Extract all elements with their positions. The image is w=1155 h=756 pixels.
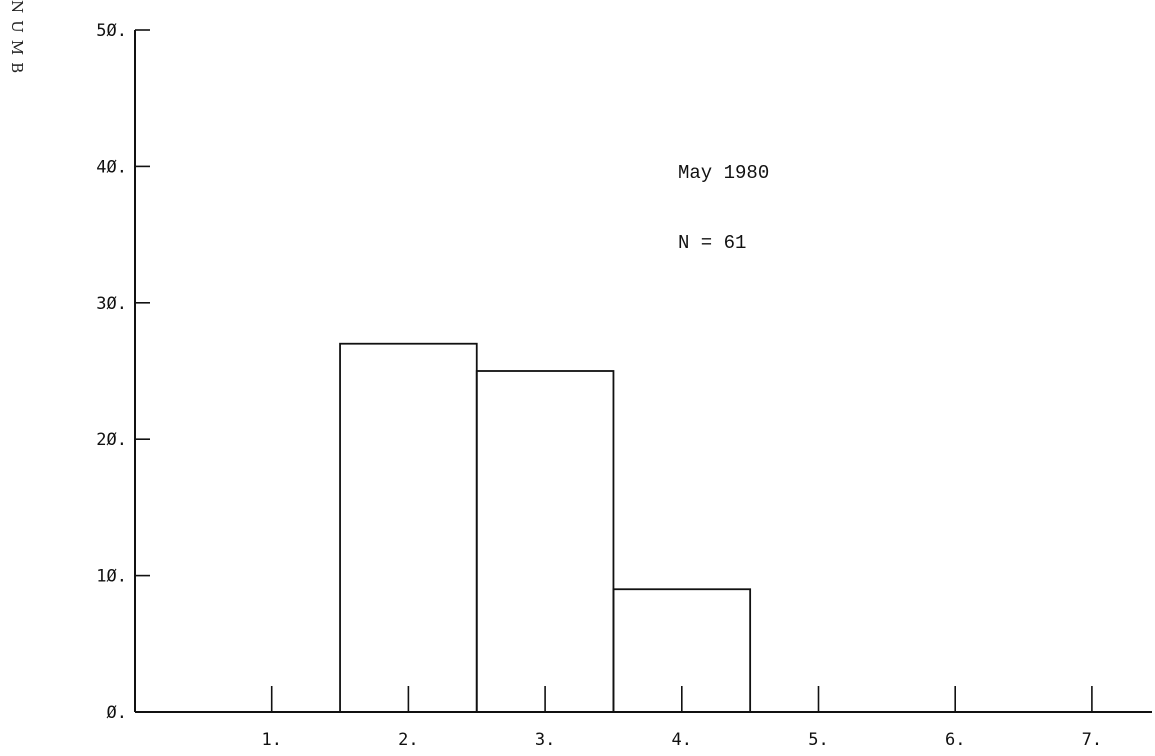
x-tick-label: 7. <box>1082 730 1102 750</box>
y-tick-label: 4Ø. <box>96 157 127 177</box>
y-tick-label: 1Ø. <box>96 567 127 587</box>
histogram-bar <box>339 342 478 713</box>
y-tick-label: Ø. <box>107 703 127 723</box>
histogram-bars <box>339 342 752 713</box>
y-tick-label: 5Ø. <box>96 21 127 41</box>
sample-size-annotation: N = 61 <box>678 232 746 254</box>
x-tick-label: 3. <box>535 730 555 750</box>
histogram-bar <box>612 588 752 713</box>
x-tick-label: 1. <box>261 730 281 750</box>
x-axis: 1. 2. 3. 4. 5. 6. 7. <box>135 686 1152 750</box>
x-tick-label: 5. <box>808 730 828 750</box>
y-axis: Ø. 1Ø. 2Ø. 3Ø. 4Ø. 5Ø. <box>96 21 150 723</box>
y-axis-label: NUMB <box>8 0 26 80</box>
x-tick-label: 2. <box>398 730 418 750</box>
x-tick-label: 6. <box>945 730 965 750</box>
x-tick-label: 4. <box>672 730 692 750</box>
y-tick-label: 2Ø. <box>96 430 127 450</box>
histogram-bar <box>475 370 615 713</box>
date-annotation: May 1980 <box>678 162 769 184</box>
y-tick-label: 3Ø. <box>96 294 127 314</box>
